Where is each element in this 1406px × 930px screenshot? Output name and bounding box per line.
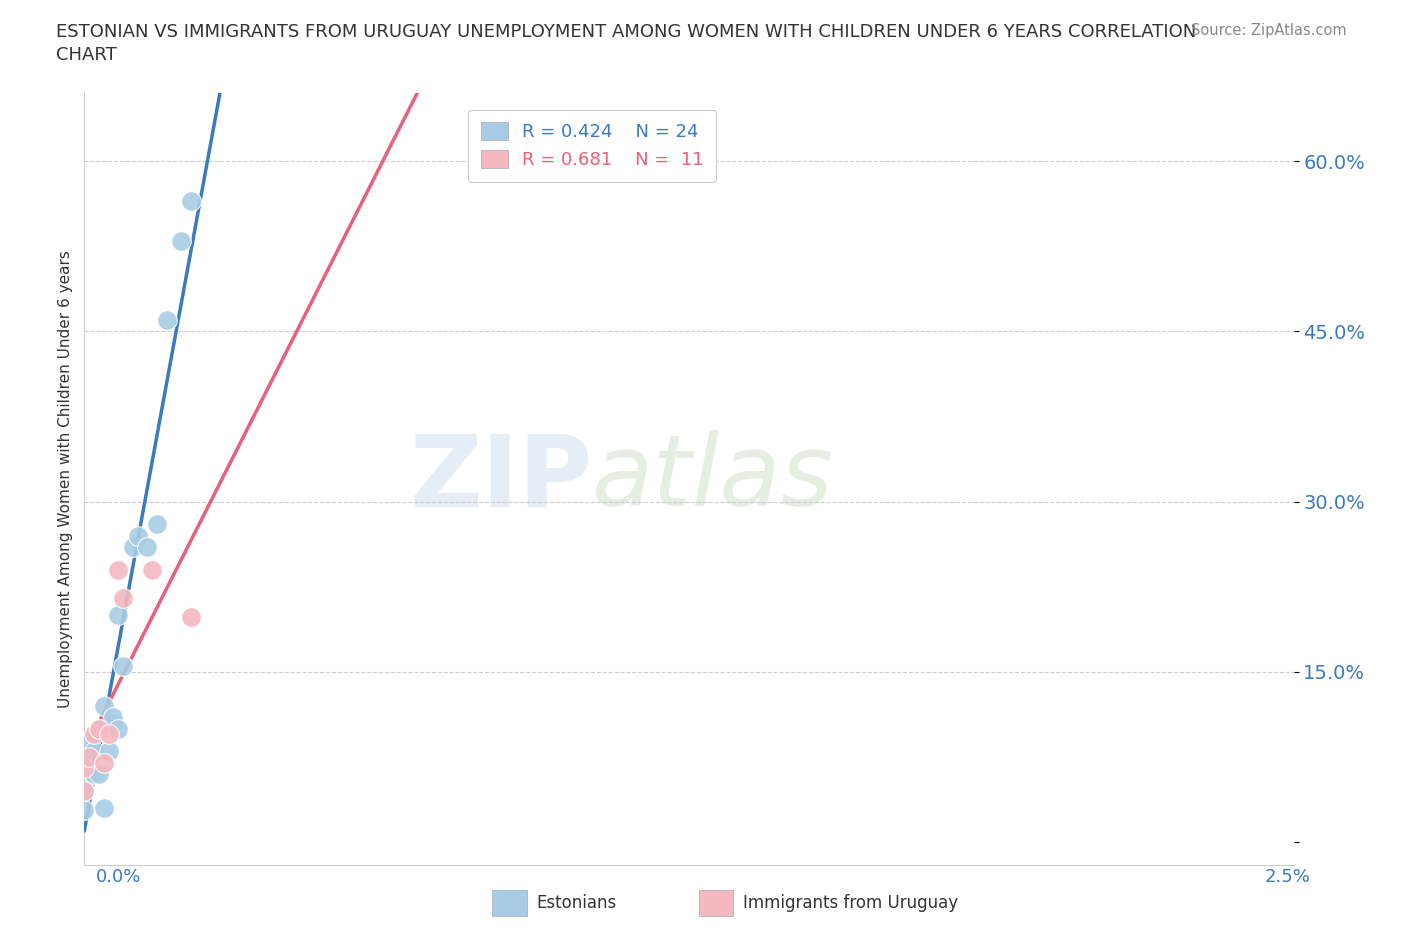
Point (107, 563, 129, 578)
Point (141, 563, 163, 578)
Point (103, 710, 125, 724)
Point (107, 722, 129, 737)
Point (73, 772, 96, 787)
Point (121, 539, 143, 554)
Point (127, 528, 149, 543)
Text: Estonians: Estonians (537, 894, 617, 911)
Point (170, 233, 193, 248)
Point (83, 744, 105, 759)
Point (97, 727, 120, 742)
Text: CHART: CHART (56, 46, 117, 63)
Point (73, 784, 96, 799)
Point (112, 658, 135, 673)
Point (146, 517, 169, 532)
Point (155, 312, 177, 327)
Point (77, 750, 100, 764)
Text: ZIP: ZIP (409, 431, 592, 527)
Point (73, 761, 96, 776)
Point (83, 766, 105, 781)
Point (112, 591, 135, 605)
Point (73, 784, 96, 799)
Point (97, 744, 120, 759)
Text: 0.0%: 0.0% (96, 868, 141, 885)
Point (93, 698, 115, 713)
Point (87, 766, 110, 781)
Text: 2.5%: 2.5% (1264, 868, 1310, 885)
Point (136, 539, 159, 554)
Point (83, 727, 105, 742)
Point (103, 715, 125, 730)
Point (77, 750, 100, 764)
Text: Immigrants from Uruguay: Immigrants from Uruguay (742, 894, 959, 911)
Point (93, 801, 115, 816)
Point (87, 722, 110, 737)
Bar (492, 889, 527, 915)
Legend: R = 0.424    N = 24, R = 0.681    N =  11: R = 0.424 N = 24, R = 0.681 N = 11 (468, 110, 717, 181)
Point (107, 607, 129, 622)
Bar (699, 889, 734, 915)
Y-axis label: Unemployment Among Women with Children Under 6 years: Unemployment Among Women with Children U… (58, 250, 73, 708)
Point (77, 733, 100, 748)
Point (73, 803, 96, 817)
Point (180, 193, 202, 208)
Point (93, 755, 115, 770)
Point (180, 610, 202, 625)
Text: Source: ZipAtlas.com: Source: ZipAtlas.com (1191, 23, 1347, 38)
Text: ESTONIAN VS IMMIGRANTS FROM URUGUAY UNEMPLOYMENT AMONG WOMEN WITH CHILDREN UNDER: ESTONIAN VS IMMIGRANTS FROM URUGUAY UNEM… (56, 23, 1197, 41)
Text: atlas: atlas (592, 431, 834, 527)
Point (87, 722, 110, 737)
